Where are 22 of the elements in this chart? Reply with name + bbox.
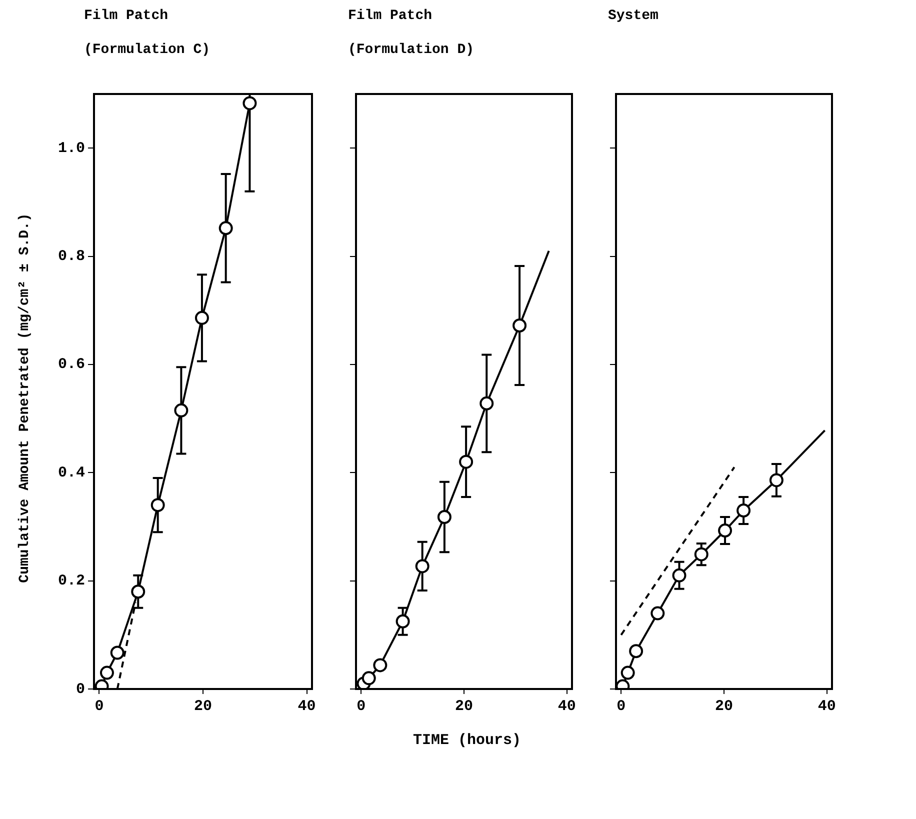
x-tick-label: 0 (616, 698, 626, 715)
y-tick-label: 1.0 (58, 140, 85, 157)
chart-title: System (608, 8, 660, 26)
chart-subtitle: (Formulation C) (84, 42, 212, 58)
x-axis-title: TIME (hours) (412, 732, 522, 749)
x-tick-label: 20 (194, 698, 212, 715)
x-tick-label: 20 (454, 698, 474, 715)
chart-title: Film Patch (348, 8, 434, 26)
x-tick-label: 40 (558, 698, 576, 715)
y-tick-label: 0.2 (58, 572, 85, 590)
y-tick-label: 0.6 (58, 356, 85, 374)
y-tick-label: 0.4 (58, 464, 85, 482)
chart-subtitle: (Formulation D) (348, 42, 476, 58)
y-tick-label: 0 (76, 680, 85, 698)
y-axis-title: Cumulative Amount Penetrated (mg/cm² ± S.D.) (17, 213, 33, 583)
x-tick-label: 0 (356, 698, 366, 715)
chart-title: Film Patch (84, 8, 170, 26)
x-tick-label: 40 (298, 698, 316, 715)
x-tick-label: 0 (94, 698, 104, 715)
y-tick-label: 0.8 (58, 248, 85, 266)
x-tick-label: 20 (714, 698, 734, 715)
x-tick-label: 40 (818, 698, 836, 715)
